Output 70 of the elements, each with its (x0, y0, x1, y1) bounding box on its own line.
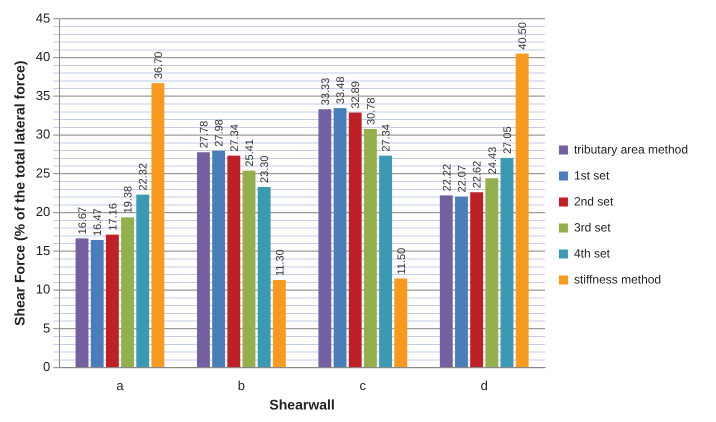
y-tick-label: 15 (36, 242, 50, 258)
legend-label: 2nd set (574, 194, 614, 208)
data-label: 24.43 (486, 146, 499, 174)
data-label: 36.70 (152, 52, 165, 80)
y-tick-label: 0 (43, 359, 50, 374)
bar (212, 150, 226, 367)
legend-label: 4th set (574, 246, 611, 260)
y-tick-label: 25 (36, 165, 50, 180)
bar (455, 196, 468, 367)
data-label: 27.34 (228, 124, 241, 152)
data-label: 27.98 (214, 119, 226, 147)
data-label: 16.47 (92, 208, 104, 236)
legend-label: 1st set (574, 168, 610, 182)
bar (136, 194, 150, 367)
bar (90, 240, 104, 367)
data-label: 27.78 (198, 120, 210, 148)
data-label: 22.07 (456, 165, 468, 193)
x-axis-title: Shearwall (269, 396, 335, 412)
data-label: 17.16 (107, 203, 120, 231)
data-label: 23.30 (259, 155, 272, 183)
data-label: 33.48 (335, 76, 348, 104)
data-label: 22.22 (441, 164, 454, 192)
bar (196, 152, 210, 367)
legend-label: tributary area method (574, 142, 688, 156)
data-label: 30.78 (365, 97, 378, 126)
data-label: 22.32 (138, 163, 150, 191)
bar (348, 112, 362, 367)
x-tick-label: c (360, 378, 367, 393)
bar (76, 238, 88, 367)
y-tick-label: 40 (36, 49, 50, 64)
data-label: 27.05 (502, 126, 514, 154)
bar (516, 54, 529, 367)
y-tick-label: 45 (36, 10, 50, 26)
bar (440, 195, 453, 367)
data-label: 16.67 (77, 206, 90, 234)
bar (364, 129, 377, 367)
bar (470, 192, 484, 367)
bar (379, 156, 392, 367)
y-tick-label: 5 (43, 320, 50, 336)
bar (500, 158, 514, 367)
data-label: 22.62 (472, 160, 484, 188)
x-tick-label: b (238, 378, 246, 393)
data-label: 27.34 (380, 124, 393, 152)
data-label: 11.30 (274, 249, 286, 276)
y-tick-label: 10 (36, 282, 50, 297)
data-label: 19.38 (122, 186, 135, 214)
bar (318, 109, 332, 367)
y-tick-label: 35 (36, 88, 50, 103)
legend-label: stiffness method (574, 272, 662, 286)
bar (151, 83, 164, 367)
data-label: 32.89 (350, 81, 362, 109)
data-label: 11.50 (396, 248, 408, 274)
bar (334, 108, 346, 367)
bar (227, 156, 240, 367)
x-tick-label: d (480, 378, 488, 393)
bar (485, 178, 498, 367)
bar (121, 217, 134, 367)
y-tick-label: 20 (36, 204, 50, 220)
bar (242, 170, 256, 367)
bar (258, 187, 271, 367)
legend-label: 3rd set (574, 220, 612, 234)
bar (272, 280, 286, 367)
data-label: 25.41 (244, 139, 256, 167)
data-label: 40.50 (517, 22, 530, 50)
bar (106, 234, 119, 367)
x-tick-label: a (116, 378, 124, 393)
y-axis-title: Shear Force (% of the total lateral force) (11, 60, 28, 326)
y-tick-label: 30 (36, 126, 50, 142)
bar (394, 278, 408, 367)
data-label: 33.33 (320, 78, 332, 106)
